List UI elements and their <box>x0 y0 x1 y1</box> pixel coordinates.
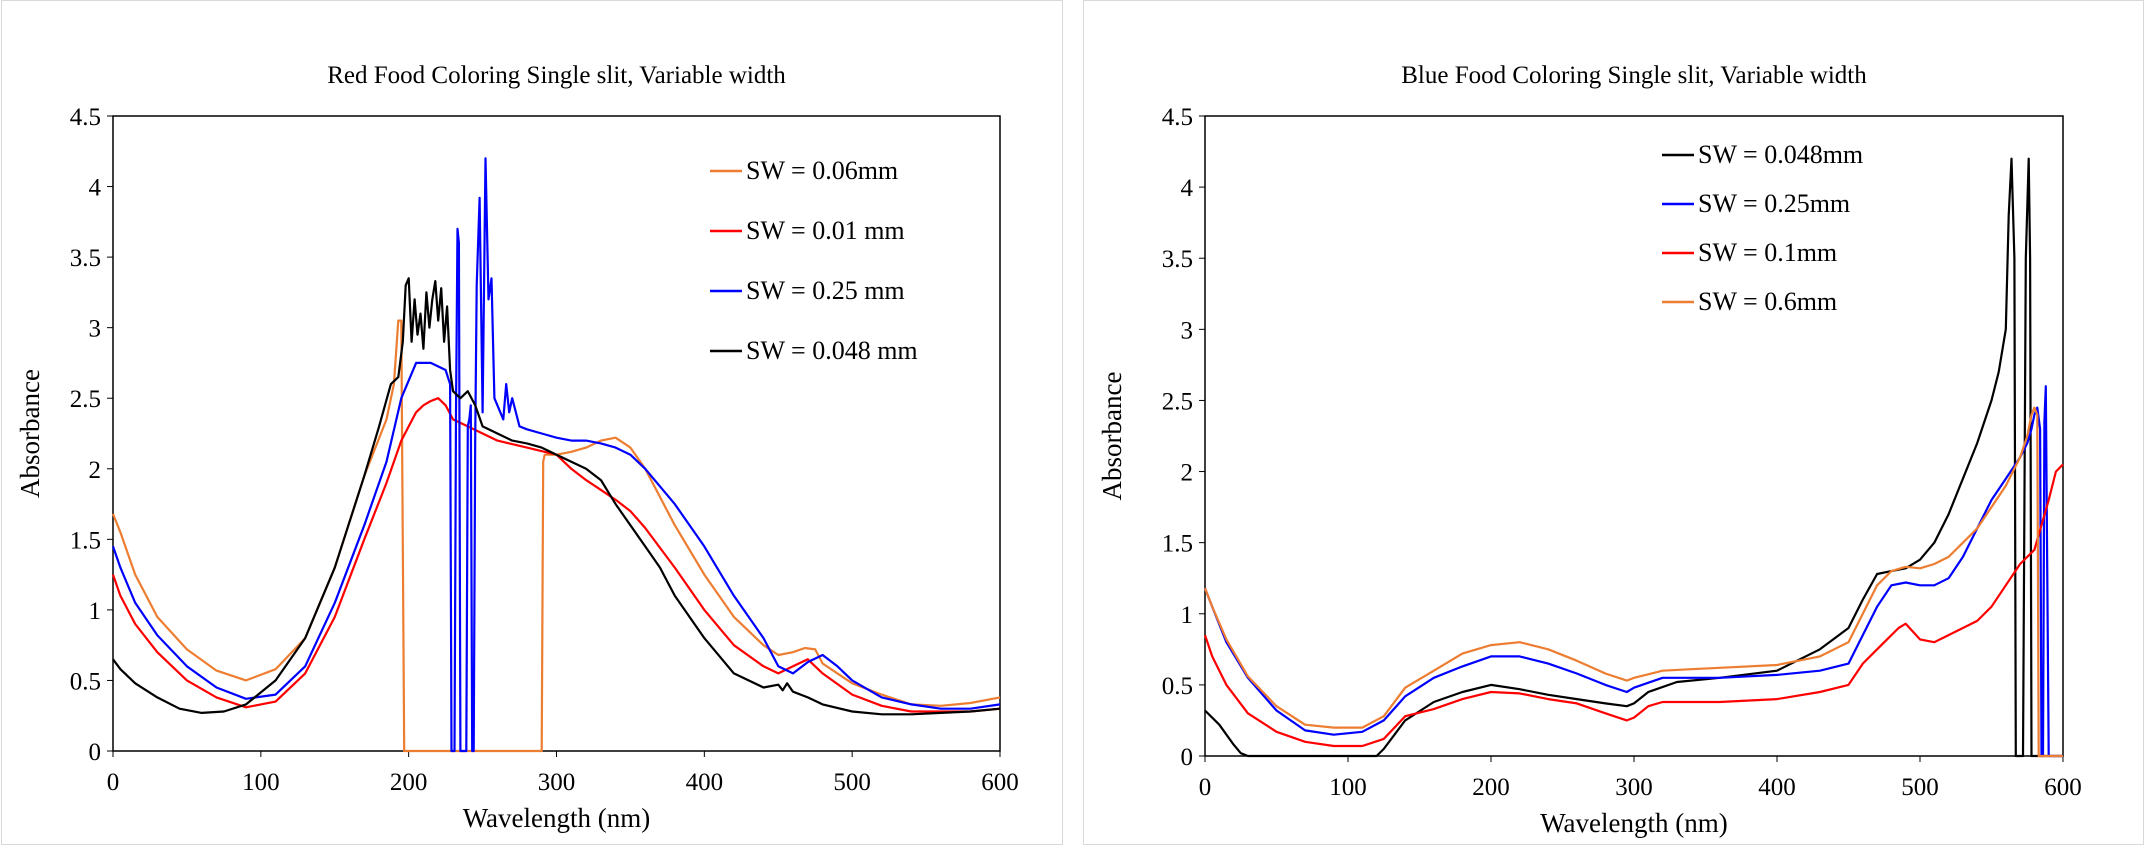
y-tick-label: 2.5 <box>70 386 101 413</box>
x-tick-label: 100 <box>1329 774 1367 801</box>
y-tick-label: 4.5 <box>1162 104 1193 131</box>
x-tick-label: 400 <box>1758 774 1796 801</box>
series-line-sw-0-6mm <box>1203 406 2063 758</box>
legend-label: SW = 0.048 mm <box>746 336 918 365</box>
x-tick-label: 0 <box>107 769 120 796</box>
x-tick-label: 500 <box>833 769 871 796</box>
y-tick-label: 0 <box>1181 744 1194 771</box>
y-tick-label: 3 <box>1181 317 1194 344</box>
y-tick-label: 3 <box>89 316 102 343</box>
series-line-sw-0-1mm <box>1203 463 2064 748</box>
y-tick-label: 0 <box>89 739 102 766</box>
series-line-sw-0-06mm <box>111 319 1001 753</box>
chart-title: Blue Food Coloring Single slit, Variable… <box>1401 62 1867 89</box>
chart-panel-blue: Blue Food Coloring Single slit, Variable… <box>1083 0 2144 845</box>
y-tick-label: 1 <box>1181 602 1194 629</box>
x-tick-label: 600 <box>2044 774 2082 801</box>
y-tick-label: 0.5 <box>1162 673 1193 700</box>
legend-label: SW = 0.25mm <box>1698 189 1850 218</box>
y-axis-label: Absorbance <box>15 369 45 498</box>
series-line-sw-0-25mm <box>1203 385 2063 758</box>
x-tick-label: 100 <box>242 769 280 796</box>
x-tick-label: 400 <box>686 769 724 796</box>
chart-blue-food-coloring: Blue Food Coloring Single slit, Variable… <box>1097 62 2082 838</box>
chart-panel-red: Red Food Coloring Single slit, Variable … <box>1 0 1063 845</box>
plot-area-frame <box>112 115 1001 752</box>
x-axis-label: Wavelength (nm) <box>463 803 651 833</box>
x-tick-label: 500 <box>1901 774 1939 801</box>
y-tick-label: 0.5 <box>70 668 101 695</box>
legend-label: SW = 0.25 mm <box>746 276 905 305</box>
series-line-sw-0-048-mm <box>112 277 1001 716</box>
legend-label: SW = 0.06mm <box>746 156 898 185</box>
y-tick-label: 4 <box>89 175 102 202</box>
x-tick-label: 300 <box>1615 774 1653 801</box>
y-tick-label: 3.5 <box>1162 246 1193 273</box>
x-tick-label: 0 <box>1199 774 1212 801</box>
y-tick-label: 2 <box>1181 460 1194 487</box>
y-tick-label: 4.5 <box>70 104 101 131</box>
x-tick-label: 200 <box>390 769 428 796</box>
plot-area-frame <box>1204 115 2064 757</box>
y-tick-label: 1.5 <box>70 527 101 554</box>
y-tick-label: 2.5 <box>1162 388 1193 415</box>
legend-label: SW = 0.01 mm <box>746 216 905 245</box>
series-line-sw-0-048mm <box>1204 157 2063 758</box>
series-line-sw-0-25-mm <box>111 157 1001 753</box>
x-tick-label: 200 <box>1472 774 1510 801</box>
chart-red-food-coloring: Red Food Coloring Single slit, Variable … <box>15 62 1019 833</box>
x-axis-label: Wavelength (nm) <box>1540 808 1728 838</box>
series-group <box>1203 157 2064 758</box>
legend-label: SW = 0.1mm <box>1698 238 1837 267</box>
y-tick-label: 1 <box>89 598 102 625</box>
x-tick-label: 600 <box>981 769 1019 796</box>
y-tick-label: 2 <box>89 457 102 484</box>
chart-title: Red Food Coloring Single slit, Variable … <box>327 62 786 89</box>
legend-label: SW = 0.6mm <box>1698 287 1837 316</box>
legend-label: SW = 0.048mm <box>1698 140 1863 169</box>
y-tick-label: 1.5 <box>1162 531 1193 558</box>
series-line-sw-0-01-mm <box>111 397 1001 713</box>
series-group <box>111 157 1001 753</box>
y-axis-label: Absorbance <box>1097 372 1127 501</box>
x-tick-label: 300 <box>538 769 576 796</box>
y-tick-label: 4 <box>1181 175 1194 202</box>
y-tick-label: 3.5 <box>70 245 101 272</box>
